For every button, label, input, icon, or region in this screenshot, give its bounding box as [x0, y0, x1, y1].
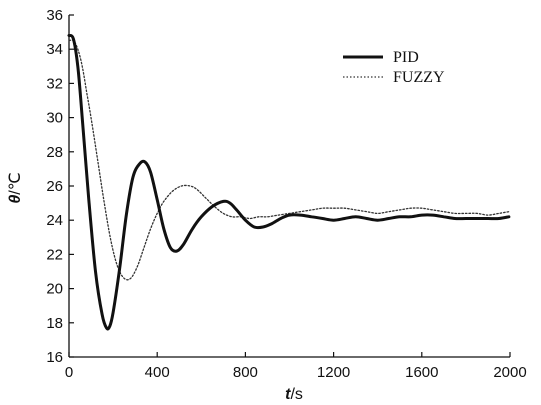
y-axis-ticks: 16 18 20 22 24 26 28 30 32 34 36 — [46, 7, 74, 366]
x-tick-label: 0 — [65, 364, 73, 381]
y-axis-variable: θ — [7, 195, 24, 204]
x-tick-label: 800 — [233, 364, 258, 381]
y-axis-label: θ/℃ — [7, 172, 24, 203]
y-tick-label: 30 — [46, 110, 63, 127]
series-lines — [67, 33, 511, 331]
x-tick-label: 400 — [145, 364, 170, 381]
y-tick-label: 22 — [46, 246, 63, 263]
x-axis-unit: /s — [290, 386, 302, 403]
x-tick-label: 1600 — [405, 364, 438, 381]
y-tick-label: 34 — [46, 41, 63, 58]
y-tick-label: 36 — [46, 7, 63, 24]
y-tick-label: 18 — [46, 315, 63, 332]
x-axis-label: t/s — [285, 386, 303, 403]
y-tick-label: 16 — [46, 349, 63, 366]
y-tick-label: 20 — [46, 281, 63, 298]
axes — [68, 15, 510, 358]
x-tick-label: 2000 — [493, 364, 526, 381]
x-tick-label: 1200 — [317, 364, 350, 381]
legend-label-pid: PID — [393, 49, 419, 66]
legend-label-fuzzy: FUZZY — [393, 69, 445, 86]
x-axis-ticks: 0 400 800 1200 1600 2000 — [65, 352, 527, 381]
y-tick-label: 24 — [46, 212, 63, 229]
series-line-pid — [67, 33, 511, 331]
y-tick-label: 26 — [46, 178, 63, 195]
y-tick-label: 32 — [46, 75, 63, 92]
y-tick-label: 28 — [46, 144, 63, 161]
y-axis-unit: /℃ — [7, 172, 24, 194]
legend: PID FUZZY — [343, 49, 445, 86]
x-axis-variable: t — [285, 386, 291, 403]
